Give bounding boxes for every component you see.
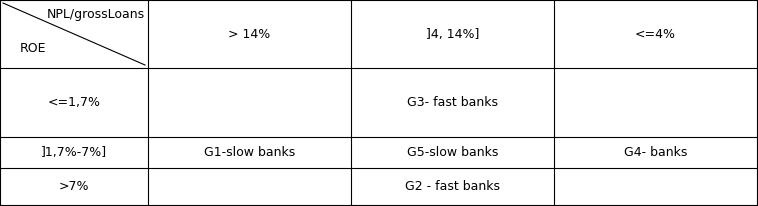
Text: > 14%: > 14%	[228, 27, 271, 41]
Text: G4- banks: G4- banks	[624, 146, 688, 159]
Text: ]1,7%-7%]: ]1,7%-7%]	[41, 146, 107, 159]
Text: <=4%: <=4%	[635, 27, 676, 41]
Text: G3- fast banks: G3- fast banks	[407, 96, 498, 109]
Text: NPL/grossLoans: NPL/grossLoans	[47, 8, 146, 21]
Text: G1-slow banks: G1-slow banks	[204, 146, 295, 159]
Text: G2 - fast banks: G2 - fast banks	[405, 180, 500, 193]
Text: ]4, 14%]: ]4, 14%]	[426, 27, 479, 41]
Text: <=1,7%: <=1,7%	[48, 96, 101, 109]
Text: G5-slow banks: G5-slow banks	[407, 146, 498, 159]
Text: ROE: ROE	[19, 42, 45, 55]
Text: >7%: >7%	[59, 180, 89, 193]
